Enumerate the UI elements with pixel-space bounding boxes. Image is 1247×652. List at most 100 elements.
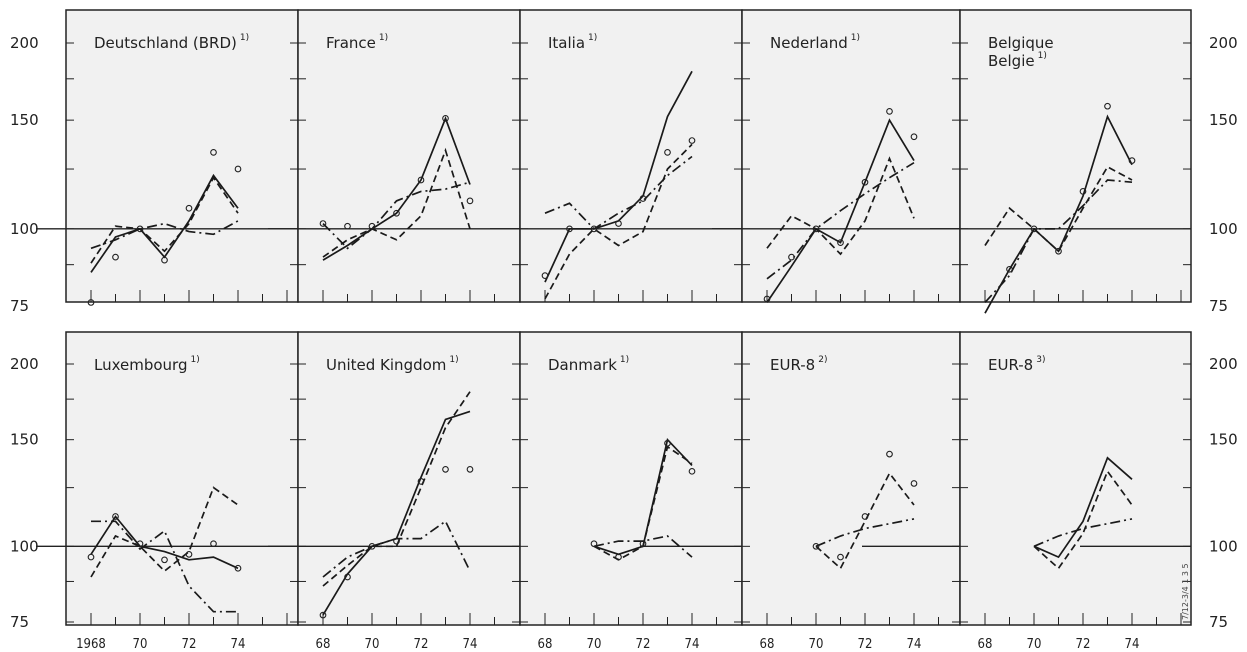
data-point [210, 149, 217, 156]
data-point [136, 225, 144, 233]
x-tick-label: 72 [182, 637, 197, 652]
x-tick-label: 68 [760, 637, 775, 652]
chart-panel: EUR-8 3) [959, 331, 1192, 626]
y-tick-label-right: 150 [1209, 111, 1238, 129]
x-tick-label: 74 [907, 637, 922, 652]
panel-frame [519, 331, 743, 626]
data-point [185, 204, 193, 212]
data-point [1030, 225, 1038, 233]
series-line-dashed [544, 143, 693, 300]
data-point [161, 256, 168, 264]
panel-title: Italia [548, 34, 585, 52]
data-point [837, 239, 844, 246]
y-tick-label-right: 75 [1209, 613, 1228, 631]
data-point [910, 133, 918, 141]
data-point [417, 176, 425, 184]
y-tick-label-left: 75 [10, 297, 29, 315]
data-point [466, 197, 474, 205]
data-point [886, 450, 893, 458]
x-tick-label: 68 [538, 637, 553, 652]
series-line-dashdot [984, 179, 1133, 303]
series-line-dashdot [544, 155, 693, 230]
panel-title: Nederland [770, 34, 848, 52]
data-point [1104, 102, 1111, 110]
footnote-marker: 3) [1036, 355, 1045, 365]
footnote-marker: 1) [191, 355, 200, 365]
data-point [368, 222, 376, 230]
data-point [615, 553, 622, 561]
data-point [442, 465, 449, 473]
panel-title: Deutschland (BRD) [94, 34, 237, 52]
y-tick-label-right: 100 [1209, 220, 1238, 238]
series-line-solid [90, 515, 239, 570]
data-point [590, 540, 598, 548]
data-point [112, 513, 119, 520]
y-tick-label-left: 200 [10, 355, 39, 373]
data-point [886, 107, 893, 115]
data-point [639, 540, 647, 548]
panel-title: EUR-8 [988, 356, 1033, 374]
panel-frame [519, 9, 743, 303]
data-point [1006, 265, 1013, 273]
chart-panel: United Kingdom 1) [268, 331, 521, 626]
series-line-dashed [984, 165, 1133, 253]
data-point [590, 225, 598, 233]
data-point [788, 253, 795, 261]
footnote-marker: 1) [620, 355, 629, 365]
y-tick-label-right: 100 [1209, 537, 1238, 555]
data-point [393, 209, 400, 217]
y-tick-label-left: 100 [10, 537, 39, 555]
x-tick-label: 70 [809, 637, 824, 652]
x-tick-label: 74 [685, 637, 700, 652]
chart-panel: EUR-8 2) [741, 331, 961, 626]
panel-title: Danmark [548, 356, 617, 374]
data-point [136, 540, 144, 548]
data-point [566, 225, 573, 233]
x-tick-label: 1968 [76, 637, 106, 652]
footnote-marker: 1) [851, 33, 860, 43]
series-line-dashed [90, 486, 239, 578]
panel-title: EUR-8 [770, 356, 815, 374]
data-point [910, 480, 918, 487]
data-point [837, 553, 844, 561]
series-line-dashdot [91, 520, 238, 613]
x-tick-label: 70 [133, 637, 148, 652]
data-point [763, 295, 771, 303]
series-line-dashdot [1033, 518, 1133, 548]
footnote-marker: 2) [818, 355, 827, 365]
y-tick-label-left: 75 [10, 613, 29, 631]
chart-panel: Nederland 1) [712, 9, 961, 303]
x-tick-label: 72 [636, 637, 651, 652]
archive-code: 7/12-3/4 1 3 5 [1181, 563, 1190, 620]
panel-subtitle: Belgie [988, 52, 1035, 70]
data-point [112, 253, 119, 261]
footnote-marker: 1) [588, 33, 597, 43]
y-tick-label-left: 100 [10, 220, 39, 238]
data-point [615, 220, 622, 227]
data-point [161, 556, 168, 564]
series-line-solid [322, 116, 471, 261]
chart-panel: Deutschland (BRD) 1) [36, 9, 299, 306]
axis-labels-layer: 200 200 150 150 100 100 75 75 200 200 150 150 100 100… [10, 34, 1238, 652]
data-point [210, 540, 217, 548]
panel-frame [65, 331, 299, 626]
panel-title: United Kingdom [326, 356, 446, 374]
series-line-dashdot [766, 161, 915, 280]
data-point [812, 225, 820, 233]
data-point [639, 195, 647, 202]
panel-frame [959, 331, 1192, 626]
x-tick-label: 68 [978, 637, 993, 652]
x-tick-label: 70 [1027, 637, 1042, 652]
x-tick-label: 72 [414, 637, 429, 652]
footnote-marker: 1) [449, 355, 458, 365]
series-line-solid [984, 114, 1133, 314]
panel-frame [741, 9, 961, 303]
y-tick-label-right: 75 [1209, 297, 1228, 315]
x-tick-label: 74 [231, 637, 246, 652]
y-tick-label-right: 150 [1209, 431, 1238, 449]
data-point [664, 149, 671, 156]
data-point [688, 137, 696, 144]
data-point [664, 439, 671, 447]
series-line-dashed [766, 156, 915, 256]
